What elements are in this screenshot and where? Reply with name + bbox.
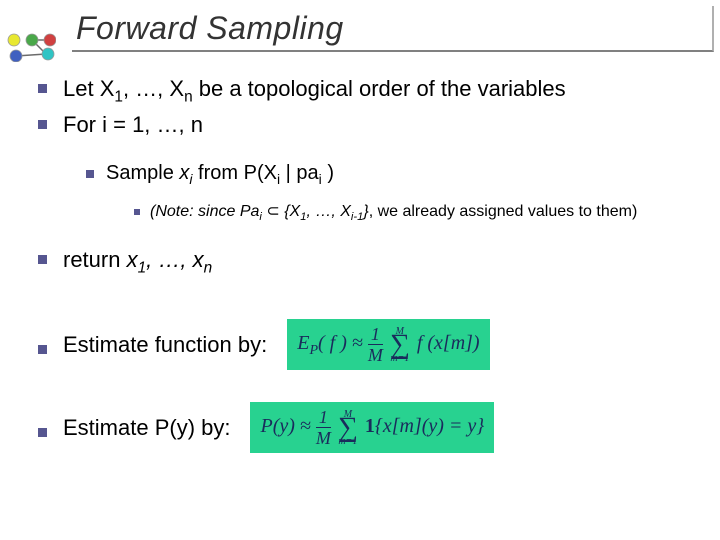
bullet-7: Estimate P(y) by: P(y) ≈ 1M M∑m=1 1{x[m]… xyxy=(38,402,700,453)
bullet-6: Estimate function by: EP( f ) ≈ 1M M∑m=1… xyxy=(38,319,700,370)
bullet-2: For i = 1, …, n xyxy=(38,110,700,140)
title-bar: Forward Sampling xyxy=(72,6,714,52)
bullet-1-text: Let X1, …, Xn be a topological order of … xyxy=(63,74,566,108)
bullet-icon xyxy=(38,255,47,264)
slide-content: Let X1, …, Xn be a topological order of … xyxy=(38,74,700,455)
bullet-icon xyxy=(38,428,47,437)
bullet-icon xyxy=(134,209,140,215)
bullet-6-text: Estimate function by: xyxy=(63,330,267,360)
bullet-3-text: Sample xi from P(Xi | pai ) xyxy=(106,160,334,189)
bullet-icon xyxy=(38,345,47,354)
formula-2: P(y) ≈ 1M M∑m=1 1{x[m](y) = y} xyxy=(250,402,494,453)
bullet-1: Let X1, …, Xn be a topological order of … xyxy=(38,74,700,108)
bullet-3: Sample xi from P(Xi | pai ) xyxy=(86,160,700,189)
bullet-icon xyxy=(38,84,47,93)
bullet-7-text: Estimate P(y) by: xyxy=(63,413,230,443)
slide-logo-icon xyxy=(6,32,56,62)
bullet-icon xyxy=(38,120,47,129)
bullet-5: return x1, …, xn xyxy=(38,245,700,279)
bullet-5-text: return x1, …, xn xyxy=(63,245,212,279)
slide-title: Forward Sampling xyxy=(72,10,344,47)
bullet-2-text: For i = 1, …, n xyxy=(63,110,203,140)
bullet-icon xyxy=(86,170,94,178)
formula-1: EP( f ) ≈ 1M M∑m=1 f (x[m]) xyxy=(287,319,489,370)
bullet-4: (Note: since Pai ⊂ {X1, …, Xi-1}, we alr… xyxy=(134,201,700,225)
bullet-4-text: (Note: since Pai ⊂ {X1, …, Xi-1}, we alr… xyxy=(150,201,637,225)
